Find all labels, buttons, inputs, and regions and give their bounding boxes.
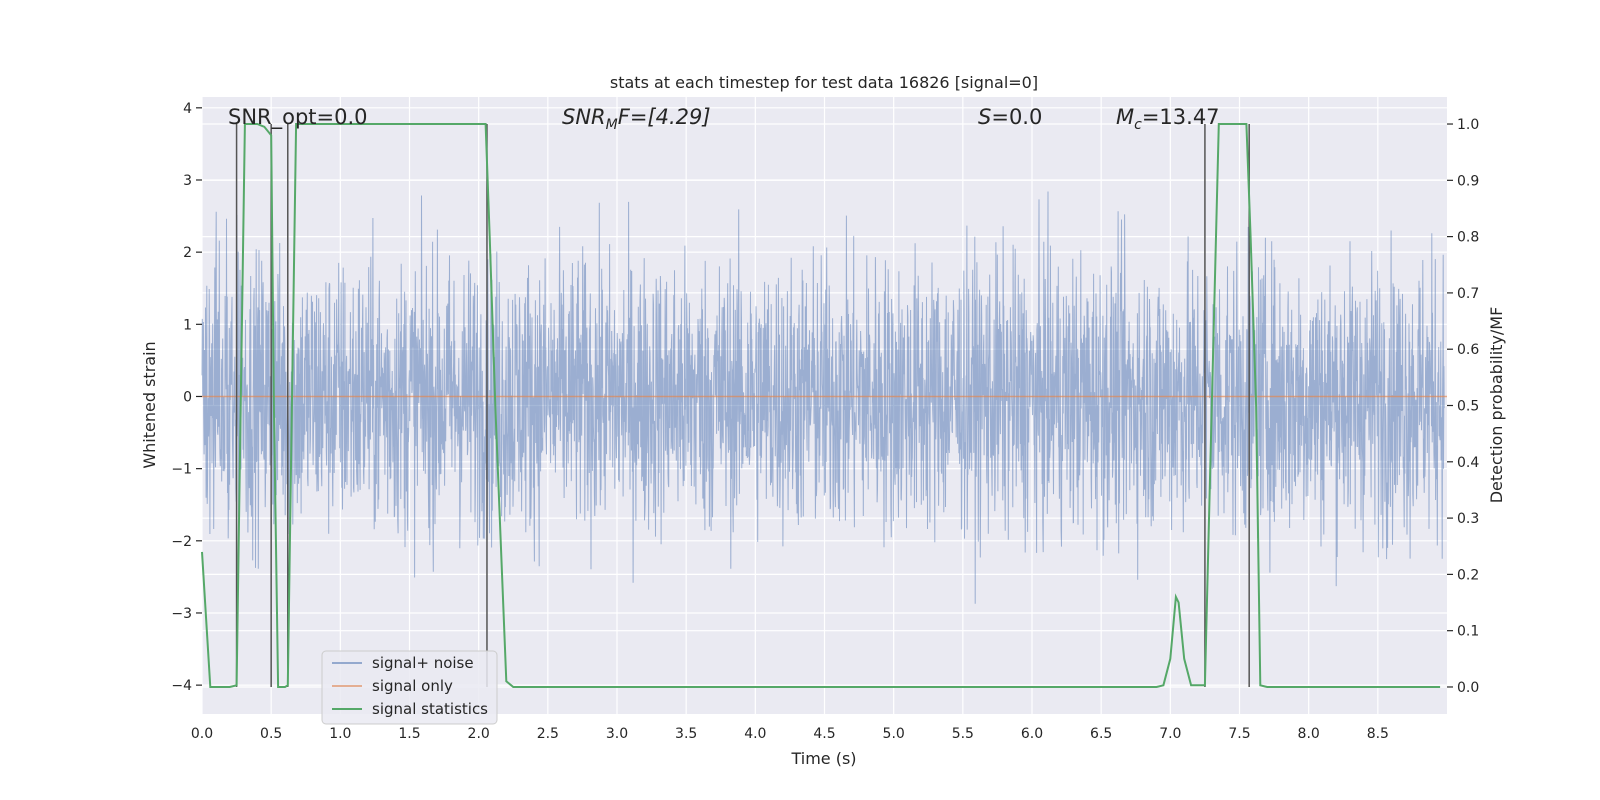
annotation-snr-mf-prefix: SNR [562, 105, 606, 129]
chart-title: stats at each timestep for test data 168… [610, 73, 1038, 92]
y-tick-label: 0 [183, 389, 192, 405]
x-tick-label: 4.5 [813, 726, 835, 742]
y2-tick-label: 0.3 [1457, 511, 1479, 527]
y-tick-label: 1 [183, 317, 192, 333]
x-tick-label: 6.5 [1090, 726, 1112, 742]
y2-axis-label: Detection probability/MF [1487, 307, 1506, 504]
legend-label-signal-statistics: signal statistics [372, 700, 488, 718]
y2-tick-label: 0.0 [1457, 680, 1479, 696]
annotation-snr-mf-sub: M [606, 117, 618, 133]
y2-tick-label: 0.7 [1457, 286, 1479, 302]
y2-tick-label: 0.6 [1457, 342, 1479, 358]
y-tick-label: 2 [183, 245, 192, 261]
x-tick-label: 4.0 [744, 726, 766, 742]
axes: 0.0 0.5 1.0 1.5 2.0 2.5 3.0 3.5 4.0 4.5 5.0 5.5 6.0 6… [171, 101, 1479, 742]
annotation-snr-opt: SNR_opt=0.0 [228, 105, 368, 130]
annotation-mc-sub: c [1134, 117, 1142, 133]
x-tick-label: 2.5 [537, 726, 559, 742]
annotation-s-val: =0.0 [991, 105, 1042, 129]
noise-line [201, 191, 1445, 604]
annotation-snr-mf-rest: F=[4.29] [618, 105, 711, 129]
legend-label-signal-noise: signal+ noise [372, 654, 474, 672]
series-signal-statistics [201, 123, 1441, 688]
signal-statistics-line [201, 123, 1441, 688]
x-axis-label: Time (s) [790, 749, 856, 768]
annotation-s: S=0.0 [978, 105, 1042, 129]
annotation-s-sym: S [978, 105, 991, 129]
annotations: SNR_opt=0.0 SNRMF=[4.29] S=0.0 Mc=13.47 [228, 105, 1220, 133]
y2-tick-label: 0.4 [1457, 455, 1479, 471]
x-tick-label: 8.5 [1367, 726, 1389, 742]
annotation-mc-val: =13.47 [1142, 105, 1220, 129]
y-tick-label: 3 [183, 173, 192, 189]
y2-tick-label: 0.9 [1457, 173, 1479, 189]
annotation-snr-mf: SNRMF=[4.29] [562, 105, 711, 133]
y2-tick-label: 0.1 [1457, 624, 1479, 640]
x-tick-label: 3.5 [675, 726, 697, 742]
x-tick-label: 5.0 [883, 726, 905, 742]
x-tick-label: 1.0 [329, 726, 351, 742]
x-tick-label: 0.5 [260, 726, 282, 742]
x-tick-label: 3.0 [606, 726, 628, 742]
legend-box [321, 650, 498, 725]
x-tick-label: 5.5 [952, 726, 974, 742]
y-tick-label: −2 [171, 534, 192, 550]
x-tick-label: 2.0 [468, 726, 490, 742]
x-tick-label: 6.0 [1021, 726, 1043, 742]
legend: signal+ noise signal only signal statist… [321, 650, 498, 725]
y-tick-label: 4 [183, 101, 192, 117]
y-tick-label: −4 [171, 678, 192, 694]
legend-label-signal-only: signal only [372, 677, 453, 695]
series-signal-noise [201, 191, 1445, 604]
y-tick-label: −1 [171, 462, 192, 478]
y-tick-label: −3 [171, 606, 192, 622]
x-tick-label: 1.5 [398, 726, 420, 742]
y-axis-label: Whitened strain [140, 341, 159, 468]
x-tick-label: 7.5 [1228, 726, 1250, 742]
annotation-mc: Mc=13.47 [1116, 105, 1220, 133]
x-tick-label: 0.0 [191, 726, 213, 742]
y2-tick-label: 0.2 [1457, 567, 1479, 583]
y2-tick-label: 0.5 [1457, 399, 1479, 415]
annotation-mc-sym: M [1116, 105, 1134, 129]
y2-tick-label: 1.0 [1457, 117, 1479, 133]
y2-tick-label: 0.8 [1457, 230, 1479, 246]
x-tick-label: 8.0 [1298, 726, 1320, 742]
x-tick-label: 7.0 [1159, 726, 1181, 742]
